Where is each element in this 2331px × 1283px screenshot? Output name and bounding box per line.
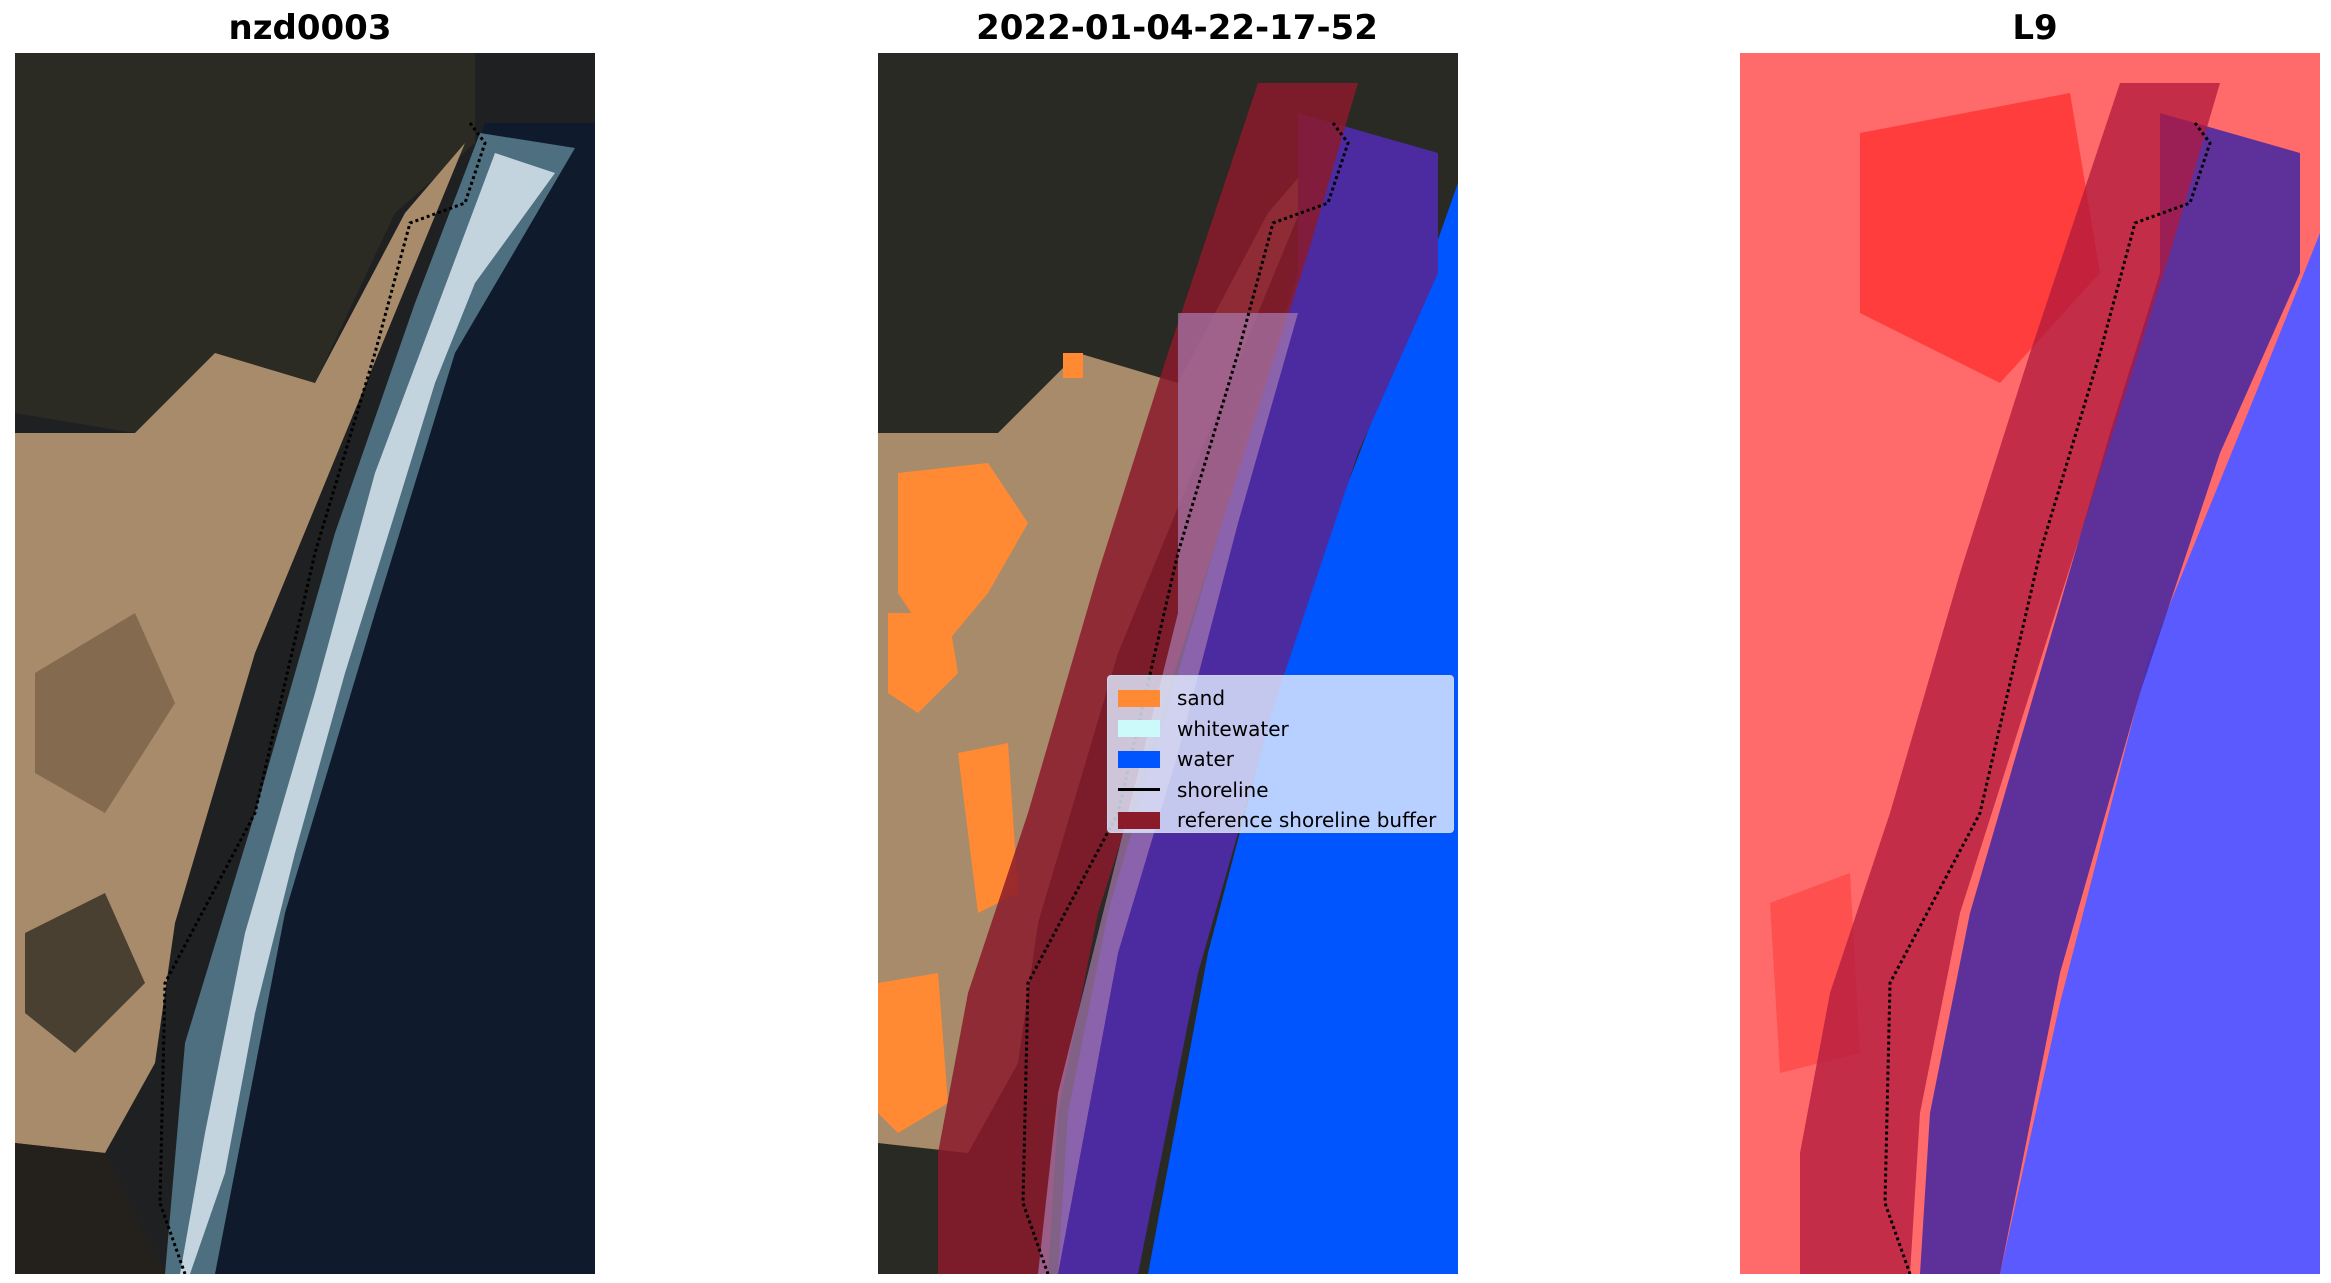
index-image (1740, 53, 2320, 1274)
legend-item-reference-buffer: reference shoreline buffer (1118, 805, 1443, 836)
rgb-image-panel (15, 53, 595, 1274)
legend-label: whitewater (1177, 716, 1289, 741)
legend-label: water (1177, 747, 1234, 772)
rgb-satellite-image (15, 53, 595, 1274)
classification-panel (878, 53, 1458, 1274)
legend-item-water: water (1118, 744, 1443, 775)
legend-label: reference shoreline buffer (1177, 808, 1437, 833)
legend: sand whitewater water shoreline referenc… (1107, 675, 1454, 833)
panel-title-classification: 2022-01-04-22-17-52 (976, 8, 1378, 48)
shoreline-line-swatch (1118, 788, 1160, 792)
whitewater-swatch (1118, 720, 1160, 738)
legend-item-shoreline: shoreline (1118, 775, 1443, 806)
panel-title-satellite: L9 (2012, 8, 2058, 48)
panel-title-rgb: nzd0003 (228, 8, 392, 48)
index-image-panel (1740, 53, 2320, 1274)
legend-item-sand: sand (1118, 683, 1443, 714)
legend-label: shoreline (1177, 777, 1269, 802)
water-swatch (1118, 750, 1160, 768)
buffer-swatch (1118, 811, 1160, 829)
sand-swatch (1118, 689, 1160, 707)
legend-item-whitewater: whitewater (1118, 714, 1443, 745)
classification-image (878, 53, 1458, 1274)
legend-label: sand (1177, 686, 1226, 711)
